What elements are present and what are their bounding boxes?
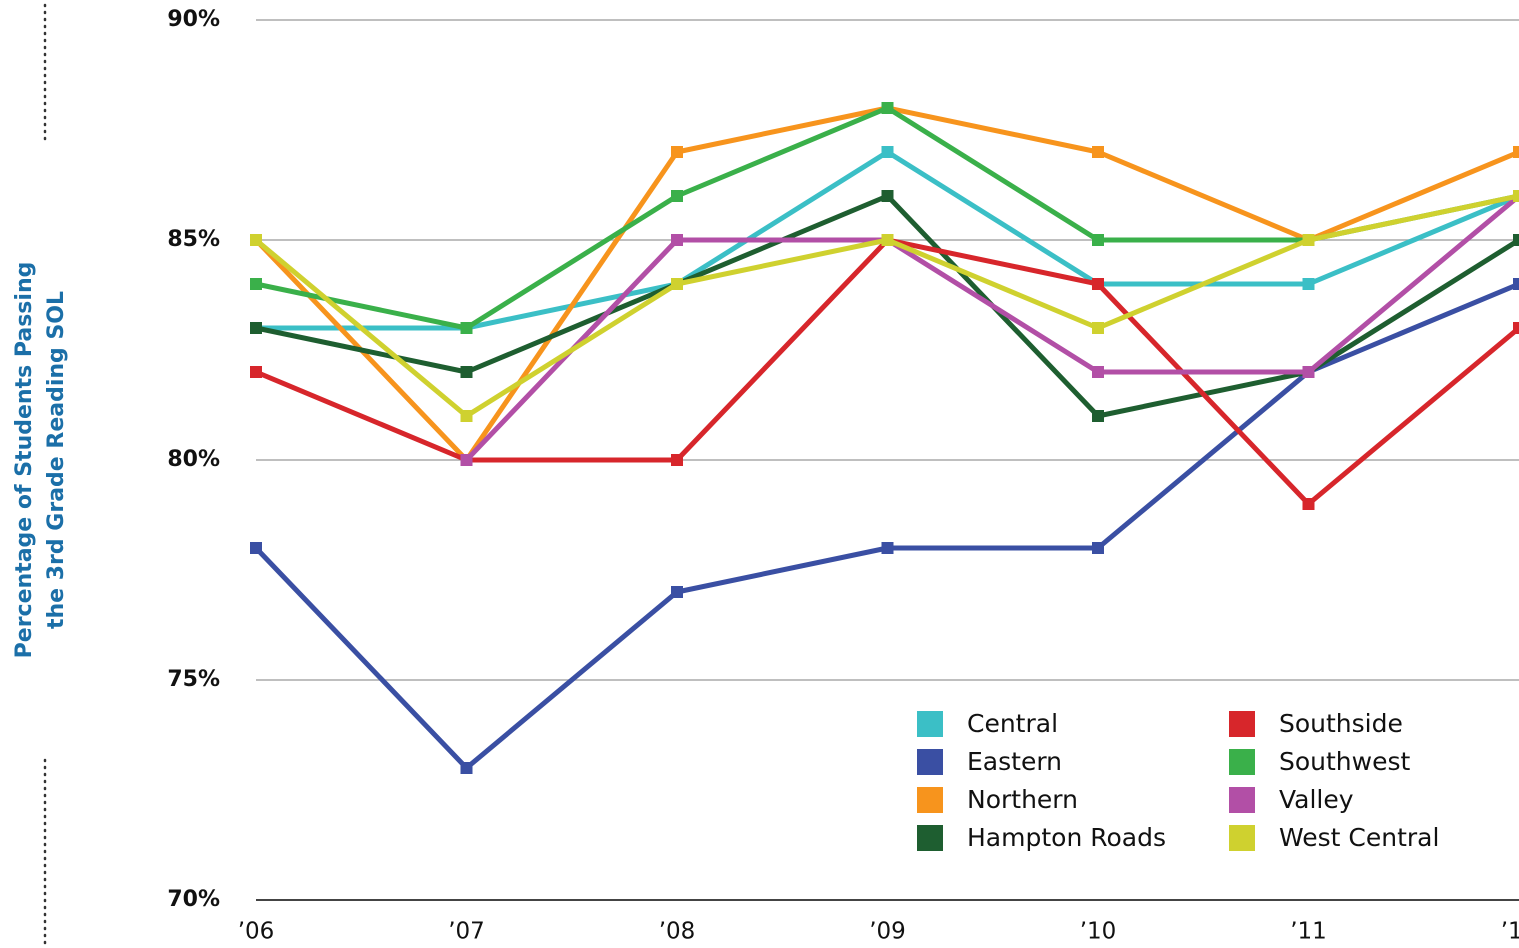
x-tick-label: ’11 — [1290, 919, 1327, 945]
y-axis-title: Percentage of Students Passing the 3rd G… — [12, 262, 69, 659]
point-marker — [1092, 542, 1104, 554]
point-marker — [671, 278, 683, 290]
x-tick-label: ’09 — [869, 919, 906, 945]
point-marker — [460, 322, 473, 334]
series-line — [255, 237, 1519, 507]
point-marker — [881, 190, 894, 202]
point-marker — [1513, 146, 1519, 158]
point-marker — [250, 234, 262, 246]
point-marker — [1513, 278, 1519, 290]
point-marker — [671, 454, 683, 466]
series-line — [254, 105, 1519, 463]
legend-swatch — [917, 825, 943, 851]
legend-swatch — [1229, 825, 1255, 851]
legend-label: West Central — [1279, 823, 1439, 852]
point-marker — [250, 542, 262, 554]
legend-label: Southside — [1279, 709, 1403, 738]
point-marker — [1513, 322, 1519, 334]
legend-label: Hampton Roads — [967, 823, 1166, 852]
point-marker — [460, 454, 473, 466]
point-marker — [1092, 366, 1104, 378]
point-marker — [1092, 234, 1104, 246]
legend-label: Northern — [967, 785, 1078, 814]
point-marker — [1302, 366, 1315, 378]
y-axis-title-line: Percentage of Students Passing — [12, 262, 37, 659]
y-axis-title-line: the 3rd Grade Reading SOL — [44, 291, 69, 629]
point-marker — [671, 146, 683, 158]
point-marker — [250, 366, 262, 378]
point-marker — [460, 762, 473, 774]
point-marker — [460, 366, 473, 378]
point-marker — [460, 410, 473, 422]
point-marker — [1513, 190, 1519, 202]
y-tick-label: 70% — [167, 887, 220, 912]
legend-swatch — [1229, 711, 1255, 737]
point-marker — [881, 234, 894, 246]
legend-label: Southwest — [1279, 747, 1411, 776]
series-line — [464, 194, 1519, 462]
x-tick-label: ’07 — [448, 919, 485, 945]
y-tick-label: 85% — [167, 227, 220, 252]
point-marker — [1092, 410, 1104, 422]
point-marker — [1092, 278, 1104, 290]
point-marker — [1302, 234, 1315, 246]
point-marker — [1092, 322, 1104, 334]
point-marker — [671, 190, 683, 202]
point-marker — [1092, 146, 1104, 158]
legend-label: Central — [967, 709, 1058, 738]
legend-swatch — [917, 711, 943, 737]
x-tick-label: ’06 — [238, 919, 275, 945]
y-tick-label: 90% — [167, 7, 220, 32]
point-marker — [250, 322, 262, 334]
legend-swatch — [1229, 749, 1255, 775]
y-tick-label: 75% — [167, 667, 220, 692]
point-marker — [671, 234, 683, 246]
point-marker — [1513, 234, 1519, 246]
series-line — [255, 105, 1519, 331]
legend-swatch — [917, 787, 943, 813]
point-marker — [1302, 278, 1315, 290]
point-marker — [881, 102, 894, 114]
legend-label: Valley — [1279, 785, 1354, 814]
y-tick-label: 80% — [167, 447, 220, 472]
x-tick-label: ’08 — [659, 919, 696, 945]
legend-swatch — [1229, 787, 1255, 813]
point-marker — [671, 586, 683, 598]
point-marker — [250, 278, 262, 290]
legend-swatch — [917, 749, 943, 775]
x-tick-label: ’10 — [1080, 919, 1117, 945]
point-marker — [1302, 498, 1315, 510]
legend-label: Eastern — [967, 747, 1062, 776]
point-marker — [881, 146, 894, 158]
point-marker — [881, 542, 894, 554]
x-tick-label: ’12 — [1501, 919, 1519, 945]
